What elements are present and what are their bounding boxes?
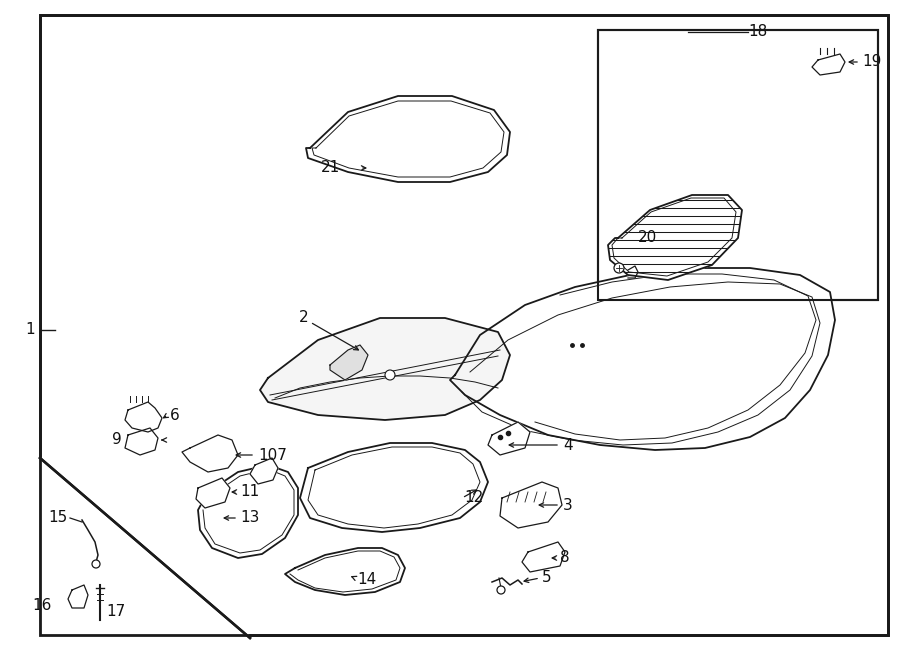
Text: 1: 1 [25, 323, 35, 338]
Text: 6: 6 [170, 407, 180, 422]
Polygon shape [488, 422, 530, 455]
Polygon shape [812, 54, 845, 75]
Polygon shape [40, 458, 250, 645]
Circle shape [614, 263, 624, 273]
Text: 19: 19 [862, 54, 881, 69]
Polygon shape [196, 478, 230, 508]
Polygon shape [250, 458, 278, 484]
Polygon shape [500, 482, 562, 528]
Polygon shape [68, 585, 88, 608]
Text: 18: 18 [748, 24, 767, 40]
Text: 21: 21 [320, 161, 340, 176]
Text: 5: 5 [542, 570, 552, 586]
Polygon shape [608, 195, 742, 280]
Circle shape [385, 370, 395, 380]
Text: 12: 12 [464, 490, 483, 506]
Polygon shape [260, 318, 510, 420]
Polygon shape [300, 443, 488, 532]
Text: 13: 13 [240, 510, 259, 525]
Text: 9: 9 [112, 432, 122, 447]
Polygon shape [182, 435, 238, 472]
Polygon shape [125, 428, 158, 455]
Bar [598, 30, 878, 300]
Text: 16: 16 [32, 598, 52, 613]
Text: 14: 14 [357, 572, 376, 588]
Text: 20: 20 [638, 231, 657, 245]
Bar [598, 30, 878, 300]
Polygon shape [125, 402, 162, 432]
Polygon shape [330, 345, 368, 380]
Polygon shape [285, 548, 405, 595]
Text: 107: 107 [258, 447, 287, 463]
Polygon shape [450, 268, 835, 450]
Polygon shape [198, 465, 298, 558]
Circle shape [497, 586, 505, 594]
Circle shape [92, 560, 100, 568]
Text: 8: 8 [560, 551, 570, 566]
Polygon shape [522, 542, 565, 572]
Text: 3: 3 [563, 498, 572, 512]
Text: 2: 2 [299, 311, 308, 325]
Text: 17: 17 [106, 605, 125, 619]
Text: 11: 11 [240, 485, 259, 500]
Text: 4: 4 [563, 438, 572, 453]
Text: 15: 15 [49, 510, 68, 525]
Polygon shape [306, 96, 510, 182]
